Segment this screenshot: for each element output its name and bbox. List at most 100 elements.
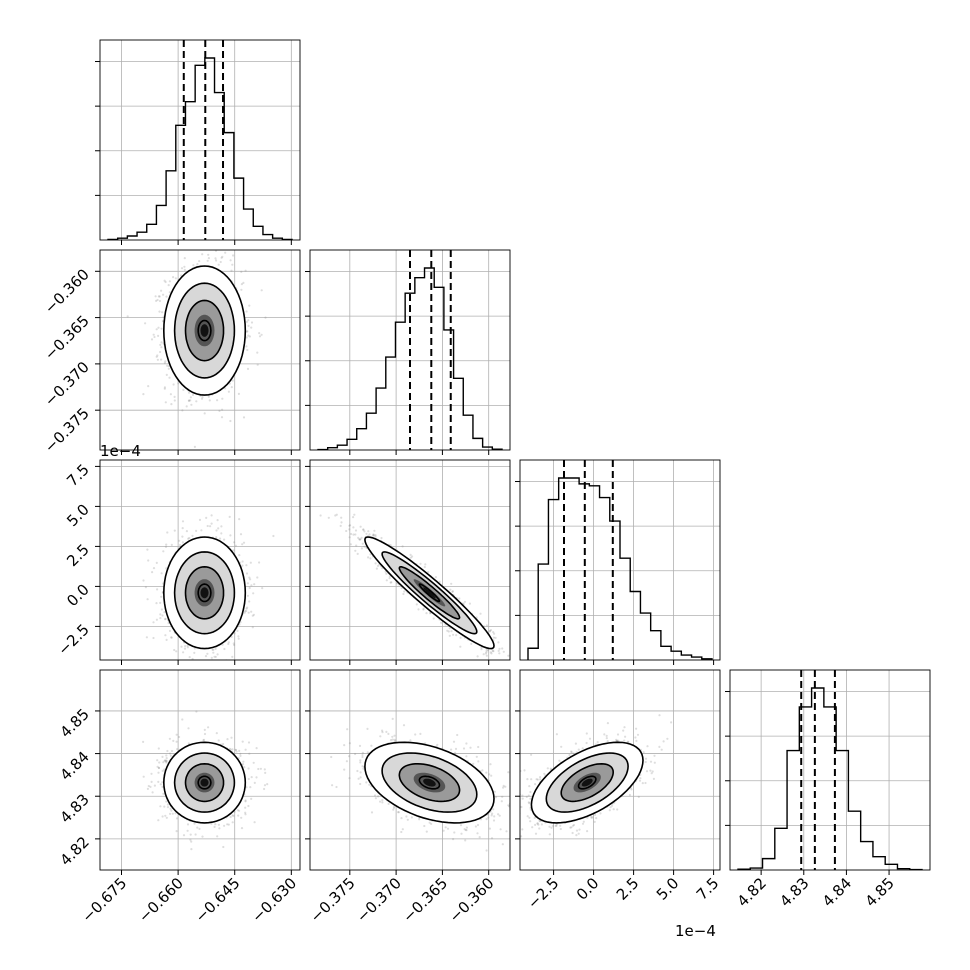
scatter-point — [178, 543, 182, 547]
scatter-point — [173, 399, 176, 402]
scatter-point — [258, 335, 262, 338]
scatter-point — [492, 636, 495, 639]
scatter-point — [570, 751, 573, 754]
scatter-point — [158, 761, 161, 764]
scatter-point — [198, 518, 202, 522]
scatter-point — [455, 634, 458, 637]
scatter-point — [491, 812, 494, 815]
scatter-point — [637, 795, 640, 799]
scatter-point — [216, 653, 219, 656]
scatter-point — [502, 650, 505, 653]
scatter-point — [489, 763, 492, 766]
scatter-point — [370, 744, 373, 747]
scatter-point — [208, 399, 211, 402]
scatter-point — [381, 801, 384, 804]
scatter-point — [207, 257, 210, 260]
scatter-point — [354, 549, 357, 552]
y-tick-label-1-3: −0.360 — [41, 265, 93, 317]
scatter-point — [259, 767, 262, 770]
scatter-point — [237, 635, 240, 638]
scatter-point — [250, 326, 253, 329]
y-tick-label-1-2: −0.365 — [41, 312, 93, 364]
scatter-point — [239, 752, 242, 755]
scatter-point — [217, 527, 220, 530]
scatter-point — [379, 800, 382, 803]
scatter-point — [603, 733, 606, 736]
contour-3-1-3 — [418, 775, 441, 790]
panel-content-2-1 — [310, 460, 510, 660]
scatter-point — [227, 390, 230, 393]
scatter-point — [234, 748, 237, 751]
scatter-point — [367, 556, 370, 559]
scatter-point — [217, 823, 220, 826]
scatter-point — [348, 777, 351, 780]
scatter-point — [239, 754, 242, 758]
histogram-0 — [107, 57, 293, 240]
scatter-point — [205, 516, 208, 520]
scatter-point — [527, 794, 530, 797]
scatter-point — [234, 544, 237, 547]
scatter-point — [240, 816, 243, 819]
scatter-point — [168, 291, 171, 294]
scatter-point — [153, 335, 156, 339]
scatter-point — [652, 777, 656, 781]
scatter-point — [391, 738, 394, 741]
scatter-point — [144, 586, 147, 589]
scatter-point — [221, 397, 224, 400]
scatter-point — [126, 315, 129, 318]
scatter-point — [354, 529, 358, 532]
scatter-point — [255, 776, 258, 779]
scatter-point — [166, 749, 169, 753]
scatter-point — [409, 556, 412, 559]
scatter-point — [490, 837, 494, 840]
scatter-point — [430, 822, 433, 826]
contour-3-0-3 — [197, 775, 212, 790]
scatter-point — [167, 284, 170, 287]
contour-3-2-3 — [577, 775, 597, 790]
scatter-point — [340, 516, 343, 519]
scatter-point — [160, 327, 163, 330]
scatter-point — [263, 787, 266, 791]
scatter-point — [591, 816, 594, 819]
scatter-point — [246, 330, 249, 333]
scatter-point — [505, 830, 508, 833]
scatter-point — [191, 661, 193, 663]
scatter-point — [211, 648, 214, 651]
scatter-point — [233, 643, 236, 647]
scatter-point — [207, 726, 210, 729]
x-tick-label-2-4: 7.5 — [693, 874, 723, 904]
scatter-point — [606, 722, 610, 725]
scatter-point — [245, 345, 248, 348]
x-tick-label-3-0: 4.82 — [734, 874, 770, 910]
scatter-point — [374, 562, 377, 565]
scatter-point — [227, 642, 230, 646]
scatter-point — [240, 270, 243, 273]
scatter-point — [494, 636, 497, 640]
x-tick-label-2-3: 5.0 — [653, 874, 683, 904]
y-tick-label-2-4: 7.5 — [63, 461, 93, 491]
scatter-point — [465, 755, 468, 758]
scatter-point — [666, 737, 669, 740]
scatter-point — [242, 541, 246, 544]
scatter-point — [213, 655, 216, 658]
scatter-point — [517, 802, 519, 804]
scatter-point — [216, 399, 219, 402]
scatter-point — [372, 533, 375, 536]
scatter-point — [159, 343, 162, 346]
scatter-point — [498, 814, 501, 817]
scatter-point — [177, 382, 180, 385]
scatter-point — [190, 403, 193, 406]
scatter-point — [357, 777, 360, 780]
scatter-point — [550, 826, 553, 829]
scatter-point — [475, 755, 478, 758]
scatter-point — [639, 777, 642, 780]
scatter-point — [612, 808, 615, 811]
scatter-point — [485, 651, 488, 654]
scatter-point — [232, 642, 235, 645]
scatter-point — [180, 645, 183, 648]
scatter-point — [152, 567, 156, 570]
scatter-point — [164, 759, 167, 762]
scatter-point — [520, 835, 523, 838]
scatter-point — [593, 820, 596, 824]
scatter-point — [230, 269, 233, 272]
